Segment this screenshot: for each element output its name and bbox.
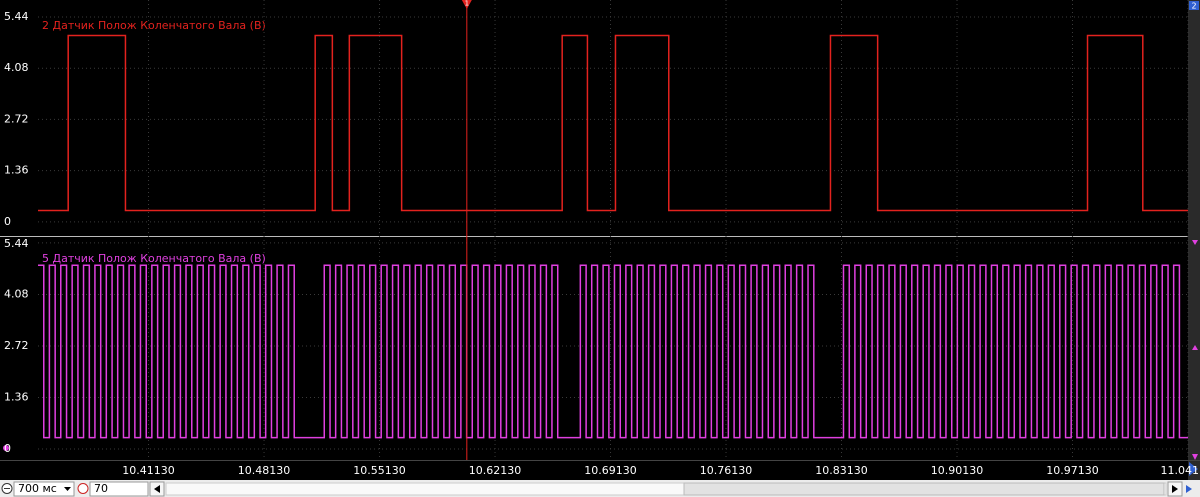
x-tick-label: 10.55130 <box>353 464 406 477</box>
scroll-right[interactable] <box>1189 462 1198 476</box>
y-tick-label: 1.36 <box>4 164 29 177</box>
y-tick-label: 5.44 <box>4 10 29 23</box>
zoom-icon[interactable] <box>77 483 89 494</box>
x-tick-label: 10.90130 <box>931 464 984 477</box>
channel-dot <box>3 445 9 451</box>
marker <box>1192 345 1198 350</box>
y-tick-label: 2.72 <box>4 112 29 125</box>
scroll-end-arrow[interactable] <box>1186 485 1192 493</box>
x-tick-label: 11.041 <box>1161 464 1200 477</box>
y-tick-label: 4.08 <box>4 287 29 300</box>
cursor-handle <box>461 0 472 9</box>
y-tick-label: 2.72 <box>4 339 29 352</box>
scrollbar-thumb[interactable] <box>683 482 1165 496</box>
x-tick-label: 10.48130 <box>238 464 291 477</box>
right-marker-box <box>1189 1 1199 10</box>
waveform <box>38 264 1188 439</box>
x-tick-label: 10.83130 <box>815 464 868 477</box>
x-tick-label: 10.97130 <box>1046 464 1099 477</box>
y-tick-label: 0 <box>4 442 11 455</box>
waveform <box>38 34 1188 212</box>
y-tick-label: 5.44 <box>4 237 29 250</box>
timebase-select[interactable] <box>13 481 75 497</box>
cursor-label: 1 <box>465 0 469 8</box>
y-tick-label: 0 <box>4 215 11 228</box>
scroll-left-arrow <box>154 485 160 493</box>
toolbar: 700 мс 70 <box>0 480 1200 497</box>
marker <box>1192 240 1198 245</box>
dropdown-arrow[interactable] <box>64 487 71 491</box>
x-tick-label: 10.41130 <box>122 464 175 477</box>
series-name: 2 Датчик Полож Коленчатого Вала (В) <box>42 19 266 32</box>
right-marker: 2 <box>1191 2 1196 11</box>
series-name: 5 Датчик Полож Коленчатого Вала (В) <box>42 252 266 265</box>
x-tick-label: 10.69130 <box>584 464 637 477</box>
x-tick-label: 10.62130 <box>469 464 522 477</box>
zoom: 70 <box>94 482 108 495</box>
background <box>0 0 1200 480</box>
marker <box>1192 454 1198 460</box>
scroll-right-arrow <box>1172 485 1178 493</box>
zoom-select[interactable] <box>89 481 149 497</box>
x-tick-label: 10.76130 <box>700 464 753 477</box>
y-tick-label: 1.36 <box>4 390 29 403</box>
timebase: 700 мс <box>18 482 57 495</box>
y-tick-label: 4.08 <box>4 61 29 74</box>
